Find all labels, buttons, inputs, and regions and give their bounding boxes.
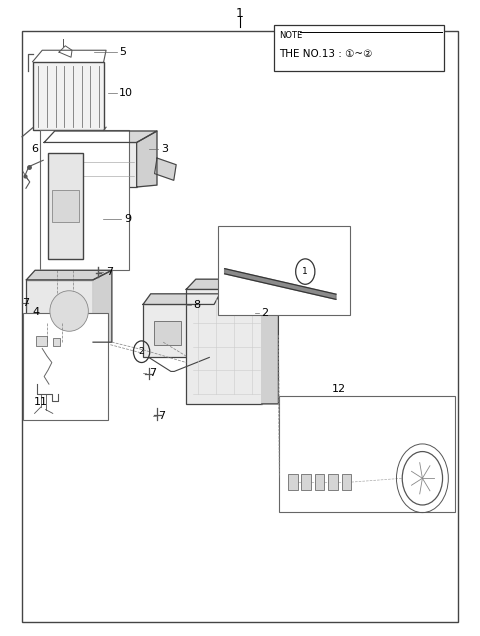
Bar [44, 142, 137, 187]
Bar [40, 130, 129, 270]
Polygon shape [155, 158, 176, 181]
Bar [301, 474, 311, 490]
Bar [279, 396, 455, 512]
Polygon shape [262, 279, 278, 404]
Text: 7: 7 [23, 298, 30, 308]
Text: THE NO.13 : ①~②: THE NO.13 : ①~② [279, 49, 373, 59]
Text: 6: 6 [32, 144, 39, 155]
Text: 2: 2 [139, 347, 144, 356]
Bar [154, 321, 181, 345]
Text: 4: 4 [33, 307, 40, 317]
Bar [26, 280, 93, 342]
Text: 11: 11 [34, 397, 48, 407]
Bar [143, 305, 214, 357]
Text: 8: 8 [193, 300, 200, 310]
Text: 12: 12 [332, 384, 346, 394]
Polygon shape [186, 279, 278, 289]
Text: 1: 1 [236, 8, 244, 20]
Bar [48, 153, 83, 259]
Polygon shape [143, 294, 220, 305]
Text: 7: 7 [158, 411, 166, 421]
Bar [186, 289, 262, 404]
Bar [218, 226, 350, 315]
Text: 1: 1 [302, 267, 308, 276]
Polygon shape [93, 270, 112, 342]
Bar [33, 62, 104, 130]
Text: 5: 5 [119, 47, 126, 57]
Polygon shape [26, 270, 112, 280]
Bar [342, 474, 351, 490]
Text: 7: 7 [149, 368, 156, 378]
Text: NOTE: NOTE [279, 31, 302, 39]
Polygon shape [225, 268, 336, 300]
Bar [288, 474, 298, 490]
Bar [328, 474, 338, 490]
Text: 10: 10 [119, 88, 133, 98]
Bar [36, 336, 47, 346]
Text: 7: 7 [106, 267, 113, 277]
Bar [23, 313, 108, 420]
Text: 2: 2 [262, 308, 269, 318]
Bar [53, 338, 60, 346]
Text: 9: 9 [124, 214, 131, 224]
Ellipse shape [50, 291, 88, 331]
Bar [315, 474, 324, 490]
Bar [52, 190, 79, 222]
Text: 3: 3 [161, 144, 168, 155]
Polygon shape [137, 131, 157, 187]
Bar [274, 25, 444, 71]
Polygon shape [44, 131, 157, 142]
